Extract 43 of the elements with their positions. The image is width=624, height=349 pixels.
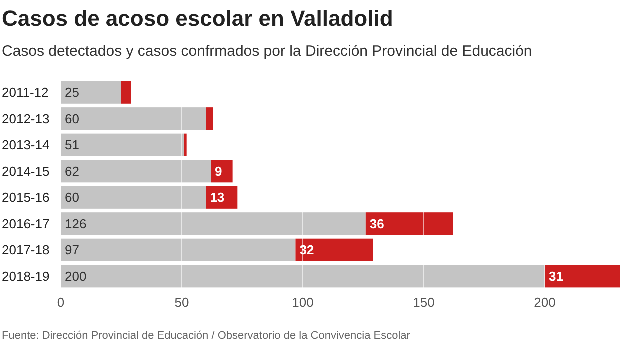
chart-subtitle: Casos detectados y casos confrmados por la Dirección Provincial de Educación (2, 43, 532, 60)
x-tick-label: 50 (174, 295, 190, 310)
y-tick-label: 2013-14 (2, 138, 50, 153)
x-tick-label: 0 (57, 295, 65, 310)
data-label: 31 (548, 268, 564, 284)
y-tick-label: 2014-15 (2, 164, 50, 179)
data-label: 36 (370, 216, 384, 232)
x-tick-label: 200 (534, 295, 556, 310)
y-tick-label: 2018-19 (2, 268, 50, 284)
bar (366, 212, 454, 236)
y-tick-label: 2015-16 (2, 190, 50, 206)
bar (61, 186, 206, 209)
bar (61, 265, 545, 288)
data-label: 126 (65, 216, 87, 232)
chart-title: Casos de acoso escolar en Valladolid (2, 6, 394, 31)
x-tick-label: 100 (292, 295, 314, 310)
bar (211, 160, 233, 183)
bar (61, 134, 184, 156)
source-note: Fuente: Dirección Provincial de Educación / Observatorio de la Convivencia Escolar (2, 330, 411, 342)
y-tick-label: 2016-17 (2, 216, 50, 232)
data-label: 97 (65, 242, 80, 258)
bar (206, 108, 214, 130)
data-label: 60 (65, 190, 80, 206)
bar (61, 108, 206, 130)
bar (61, 81, 122, 104)
x-tick-label: 150 (413, 295, 435, 310)
bar (122, 81, 132, 104)
bar (61, 160, 212, 183)
bar (61, 238, 296, 262)
bar (61, 212, 366, 236)
data-label: 60 (65, 111, 80, 126)
y-tick-label: 2011-12 (2, 85, 49, 100)
y-tick-label: 2012-13 (2, 111, 50, 126)
data-label: 62 (65, 164, 80, 179)
y-tick-label: 2017-18 (2, 242, 50, 258)
bar (184, 134, 187, 156)
bar (296, 238, 374, 262)
data-label: 51 (65, 138, 80, 153)
bar (544, 265, 620, 288)
data-label: 9 (215, 164, 222, 179)
data-label: 13 (210, 190, 225, 206)
data-label: 200 (65, 268, 87, 284)
data-label: 25 (65, 85, 80, 100)
